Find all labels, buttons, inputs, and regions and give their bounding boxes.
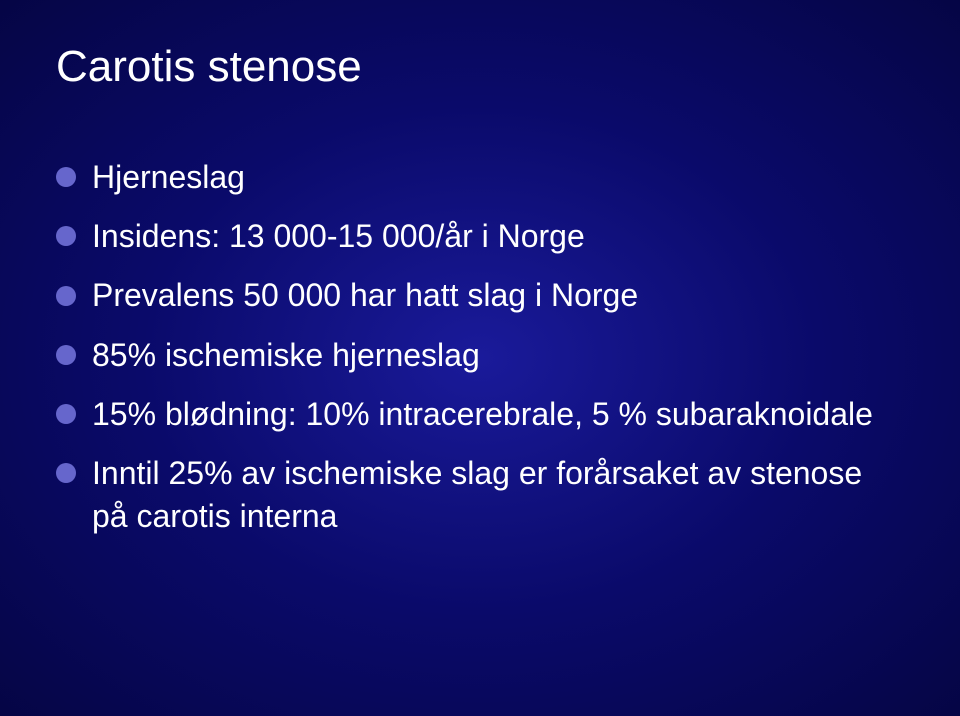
bullet-item: 85% ischemiske hjerneslag: [56, 334, 904, 377]
bullet-item: Inntil 25% av ischemiske slag er forårsa…: [56, 452, 904, 538]
bullet-item: Hjerneslag: [56, 156, 904, 199]
bullet-item: Prevalens 50 000 har hatt slag i Norge: [56, 274, 904, 317]
slide-title: Carotis stenose: [56, 42, 904, 92]
bullet-item: Insidens: 13 000-15 000/år i Norge: [56, 215, 904, 258]
bullet-list: Hjerneslag Insidens: 13 000-15 000/år i …: [56, 156, 904, 538]
bullet-item: 15% blødning: 10% intracerebrale, 5 % su…: [56, 393, 904, 436]
